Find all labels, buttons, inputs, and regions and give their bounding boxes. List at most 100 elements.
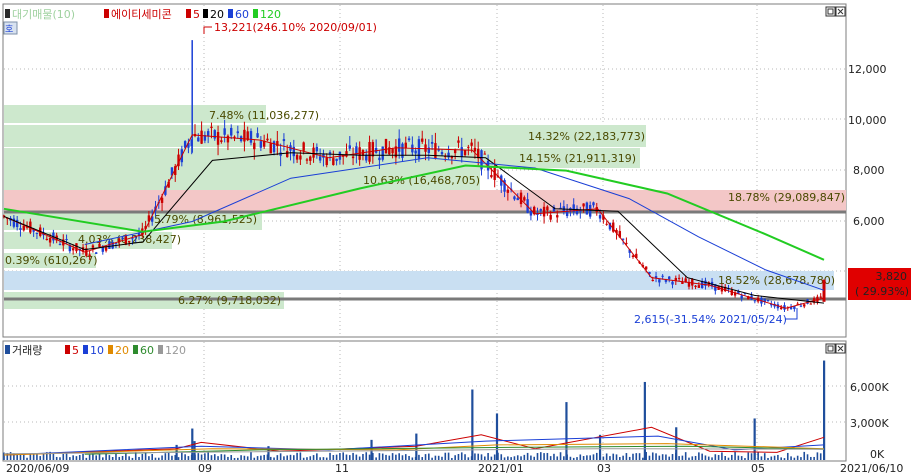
candle-body	[210, 126, 213, 128]
candle-body	[822, 279, 826, 302]
maximize-button[interactable]	[825, 343, 836, 354]
volume-bar	[480, 454, 483, 460]
moving-averages	[3, 134, 825, 309]
candle-body	[299, 155, 302, 160]
candle-body	[68, 244, 72, 252]
candle-body	[503, 180, 506, 192]
candle-body	[127, 240, 131, 243]
volume-bar	[520, 456, 522, 460]
volume-bar	[46, 452, 48, 460]
volume-bar	[727, 457, 730, 460]
volume-bar	[750, 453, 753, 460]
candle-body	[766, 300, 770, 302]
volume-bar	[474, 453, 476, 460]
volume-bar	[385, 454, 387, 460]
volume-bar	[744, 458, 746, 460]
close-icon	[837, 8, 844, 15]
candle-body	[302, 142, 305, 151]
side-toggle-box[interactable]	[3, 21, 18, 35]
volume-bar	[655, 453, 657, 460]
volume-bar	[279, 453, 282, 460]
candle-body	[552, 206, 556, 212]
candle-body	[644, 266, 648, 270]
volume-bar	[381, 453, 384, 460]
volume-bar	[9, 452, 12, 460]
candle-body	[664, 279, 668, 282]
volume-bar	[823, 360, 826, 460]
profile-band	[4, 190, 846, 212]
volume-bar	[767, 457, 769, 460]
volume-bar	[269, 456, 272, 460]
candle-body	[32, 228, 35, 232]
volume-bar	[72, 455, 74, 460]
candle-body	[160, 197, 164, 203]
candle-body	[809, 303, 813, 305]
candle-body	[404, 142, 407, 148]
candle-body	[355, 146, 358, 156]
candle-body	[658, 279, 661, 283]
legend-ma20: 20	[210, 8, 224, 21]
volume-bar	[59, 457, 61, 460]
close-button[interactable]	[835, 343, 846, 354]
candle-body	[549, 214, 552, 220]
legend-marker	[253, 9, 258, 18]
candle-body	[539, 209, 542, 211]
volume-bar	[52, 452, 55, 460]
candle-body	[779, 307, 783, 310]
volume-bar	[691, 456, 694, 460]
volume-bar	[813, 456, 815, 460]
volume-bar	[777, 454, 779, 460]
volume-bar	[609, 456, 611, 460]
candle-body	[427, 147, 431, 153]
volume-bar	[546, 452, 549, 460]
profile-labels: 7.48% (11,036,277) 14.32% (22,183,773) 1…	[5, 109, 845, 307]
volume-bar	[378, 453, 381, 460]
volume-bar	[549, 456, 552, 460]
candle-body	[691, 279, 694, 286]
volume-panel-frame	[2, 340, 847, 462]
volume-bar	[737, 455, 740, 460]
volume-bar	[243, 455, 246, 460]
volume-bar	[780, 457, 782, 460]
volume-bar	[467, 457, 470, 460]
volume-bar	[796, 455, 799, 460]
volume-bar	[16, 454, 18, 460]
candle-body	[793, 306, 796, 310]
candle-body	[414, 150, 417, 154]
volume-bar	[582, 456, 585, 460]
candle-body	[668, 276, 671, 279]
low-annotation: 2,615(-31.54% 2021/05/24)	[634, 308, 798, 326]
maximize-box[interactable]	[825, 6, 836, 17]
volume-bar	[223, 454, 226, 460]
candle-body	[58, 244, 62, 246]
candle-body	[536, 213, 539, 215]
volume-bar	[510, 457, 512, 460]
candle-body	[724, 286, 727, 292]
volume-bar	[391, 453, 394, 460]
price-tick-label: 8,000	[853, 164, 885, 177]
volume-bar	[302, 457, 305, 460]
profile-label: 18.78% (29,089,847)	[728, 191, 845, 204]
volume-bar	[299, 452, 302, 460]
volume-bar	[563, 456, 565, 460]
volume-bar	[233, 458, 236, 460]
side-toggle-button[interactable]: 호	[3, 21, 18, 35]
volume-bar	[800, 457, 802, 460]
volume-bar	[428, 453, 430, 460]
volume-bar	[539, 452, 542, 460]
candle-body	[394, 146, 398, 158]
volume-bar	[471, 389, 474, 460]
candle-body	[490, 175, 493, 178]
volume-bar	[681, 455, 684, 460]
maximize-box[interactable]	[825, 343, 836, 354]
profile-label: 7.48% (11,036,277)	[209, 109, 319, 122]
candle-body	[22, 225, 25, 231]
candle-body	[529, 210, 533, 216]
volume-bar	[339, 453, 341, 460]
maximize-button[interactable]	[825, 6, 836, 17]
low-annotation-text: 2,615(-31.54% 2021/05/24)	[634, 313, 787, 326]
close-button[interactable]	[835, 6, 846, 17]
legend-marker	[158, 345, 163, 354]
